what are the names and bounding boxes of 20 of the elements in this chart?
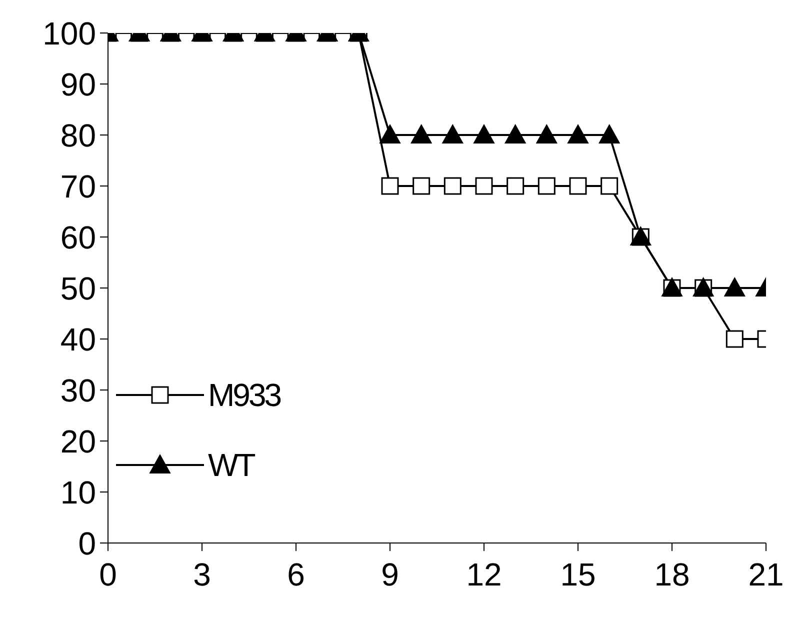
y-tick-label: 90 bbox=[60, 66, 96, 102]
x-tick-label: 15 bbox=[560, 556, 596, 593]
y-tick-label: 50 bbox=[60, 270, 96, 306]
x-tick-label: 21 bbox=[748, 556, 784, 593]
y-tick-label: 70 bbox=[60, 168, 96, 204]
y-tick-label: 10 bbox=[60, 474, 96, 510]
y-tick-label: 80 bbox=[60, 117, 96, 154]
x-tick-label: 6 bbox=[287, 556, 305, 593]
legend-label: M933 bbox=[208, 376, 280, 414]
legend-label: WT bbox=[208, 446, 254, 484]
x-tick-label: 12 bbox=[466, 556, 502, 593]
y-tick-label: 40 bbox=[60, 321, 96, 358]
y-tick-label: 0 bbox=[78, 525, 96, 562]
y-tick-label: 20 bbox=[60, 423, 96, 460]
x-tick-label: 3 bbox=[193, 556, 211, 593]
y-tick-label: 30 bbox=[60, 372, 96, 408]
y-tick-label: 60 bbox=[60, 219, 96, 256]
x-tick-label: 9 bbox=[381, 556, 399, 593]
y-tick-label: 100 bbox=[42, 15, 96, 52]
x-tick-label: 18 bbox=[654, 556, 690, 593]
